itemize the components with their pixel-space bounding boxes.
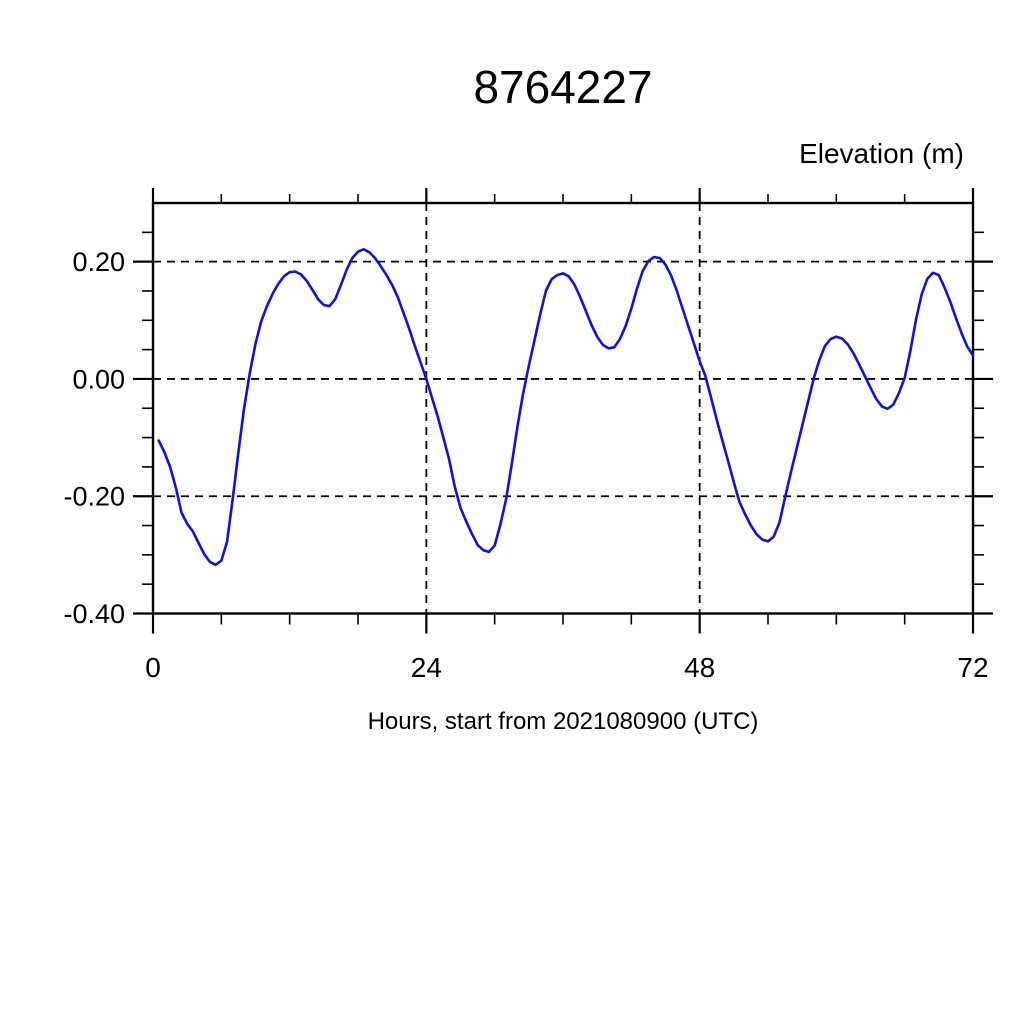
elevation-curve [157, 248, 975, 567]
axis-tick-labels: 0.20 0.00 -0.20 -0.40 0 24 48 72 [63, 247, 988, 683]
x-axis-label: Hours, start from 2021080900 (UTC) [368, 708, 759, 735]
gridlines [152, 203, 974, 615]
y-axis-unit-label: Elevation (m) [799, 138, 964, 169]
x-tick-label: 48 [684, 652, 715, 683]
x-tick-label: 0 [145, 652, 161, 683]
axis-ticks [133, 188, 993, 634]
x-tick-label: 72 [957, 652, 988, 683]
plot-frame [151, 201, 975, 615]
chart-title: 8764227 [473, 61, 652, 113]
y-tick-label: 0.00 [72, 364, 125, 394]
x-tick-label: 24 [411, 652, 442, 683]
y-tick-label: -0.40 [63, 599, 125, 629]
y-tick-label: 0.20 [72, 247, 125, 277]
y-tick-label: -0.20 [63, 482, 125, 512]
